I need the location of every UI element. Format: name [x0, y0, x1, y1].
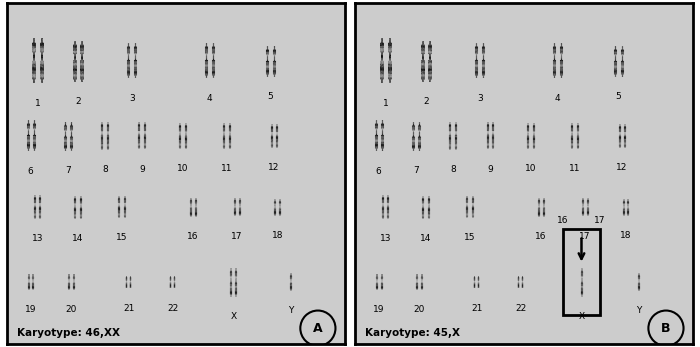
Text: 20: 20: [414, 305, 425, 314]
Text: 17: 17: [594, 217, 606, 225]
Text: 11: 11: [569, 164, 580, 173]
Text: 14: 14: [72, 234, 84, 243]
Text: 3: 3: [130, 94, 135, 103]
Text: 15: 15: [464, 233, 476, 242]
Text: X: X: [578, 312, 584, 321]
Text: 14: 14: [420, 234, 432, 243]
Text: A: A: [313, 322, 323, 335]
Text: 4: 4: [555, 94, 561, 103]
Bar: [564, 229, 600, 315]
Text: 19: 19: [25, 305, 36, 314]
Text: 2: 2: [424, 97, 429, 106]
Text: 18: 18: [620, 231, 631, 240]
Text: 12: 12: [268, 163, 280, 172]
Text: 16: 16: [536, 232, 547, 241]
Text: 17: 17: [579, 232, 591, 241]
Text: 21: 21: [471, 304, 482, 313]
Text: 8: 8: [450, 165, 456, 174]
Text: 9: 9: [139, 165, 145, 174]
Text: 4: 4: [207, 94, 213, 103]
Text: 6: 6: [28, 167, 34, 176]
Text: X: X: [230, 312, 237, 321]
Text: 7: 7: [65, 166, 71, 175]
Text: Y: Y: [636, 306, 642, 315]
Text: 3: 3: [477, 94, 483, 103]
Text: B: B: [662, 322, 671, 335]
Text: Karyotype: 45,X: Karyotype: 45,X: [365, 328, 460, 338]
Text: 20: 20: [66, 305, 77, 314]
Text: 13: 13: [32, 234, 43, 243]
Text: 12: 12: [616, 163, 628, 172]
Text: 9: 9: [487, 165, 493, 174]
Text: 8: 8: [102, 165, 108, 174]
Text: 10: 10: [177, 164, 188, 173]
Text: 13: 13: [379, 234, 391, 243]
Text: 22: 22: [167, 304, 178, 313]
Text: 21: 21: [123, 304, 134, 313]
Text: 22: 22: [515, 304, 526, 313]
Text: 16: 16: [557, 217, 568, 225]
Text: 17: 17: [231, 232, 242, 241]
Text: Karyotype: 46,XX: Karyotype: 46,XX: [17, 328, 120, 338]
Text: 19: 19: [373, 305, 384, 314]
Text: 16: 16: [187, 232, 199, 241]
Text: 2: 2: [75, 97, 80, 106]
Text: Y: Y: [288, 306, 293, 315]
Text: 15: 15: [116, 233, 127, 242]
Text: 11: 11: [221, 164, 232, 173]
Text: 5: 5: [616, 92, 622, 101]
Text: 7: 7: [413, 166, 419, 175]
Text: 10: 10: [525, 164, 536, 173]
Text: 18: 18: [272, 231, 283, 240]
Text: 1: 1: [34, 99, 41, 108]
Text: 5: 5: [267, 92, 274, 101]
Text: 6: 6: [376, 167, 382, 176]
Text: 1: 1: [383, 99, 389, 108]
